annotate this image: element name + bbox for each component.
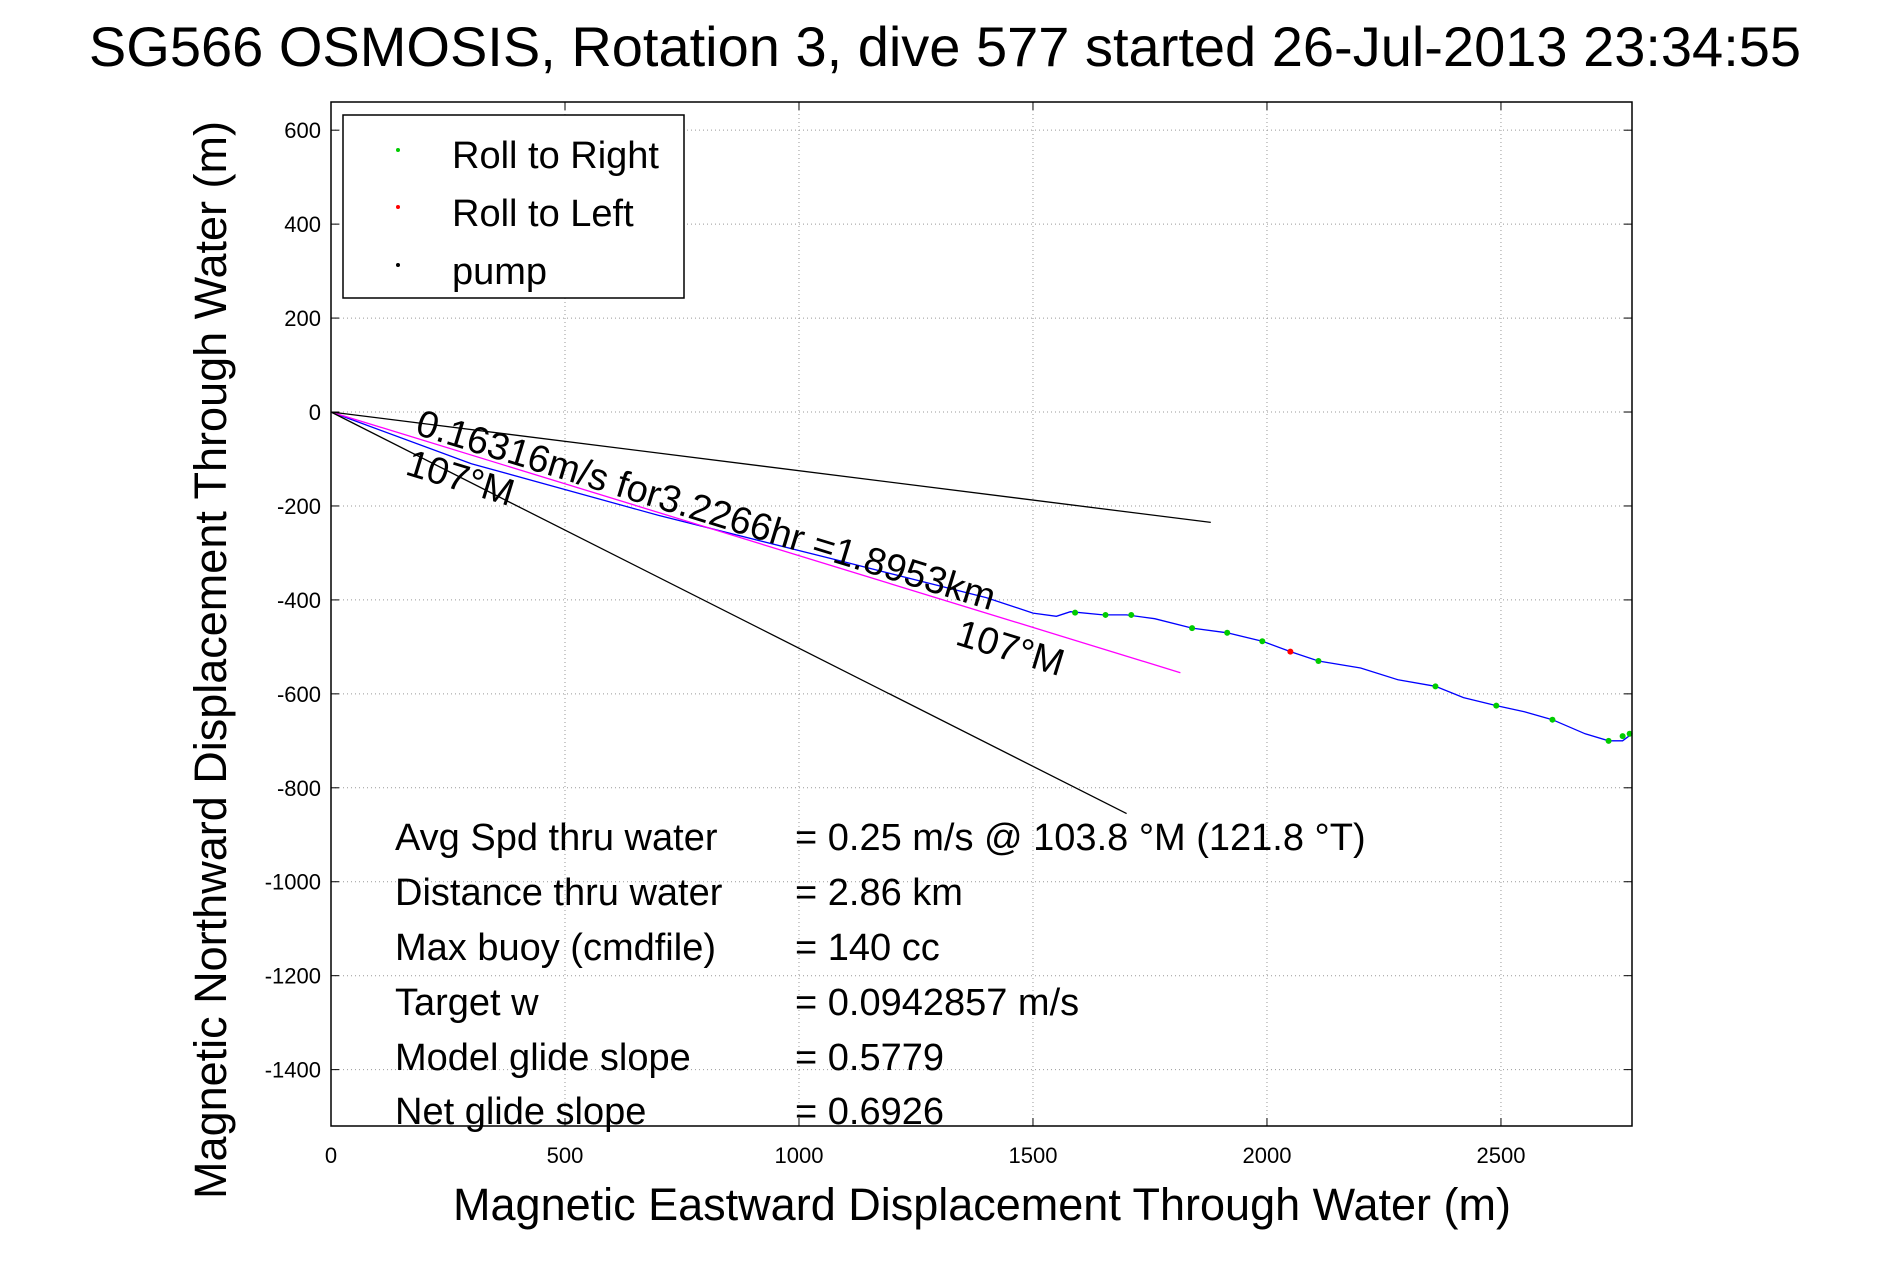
marker-roll-to-right <box>1493 702 1500 709</box>
series-line-4 <box>330 411 1211 524</box>
marker-roll-to-right <box>1128 611 1135 618</box>
legend-label-roll-right: Roll to Right <box>452 135 659 177</box>
stat-value: = 0.25 m/s @ 103.8 °M (121.8 °T) <box>795 817 1366 859</box>
x-tick-labels: 0 500 1000 1500 2000 2500 <box>325 1143 1526 1168</box>
x-tick-label: 2500 <box>1476 1143 1525 1168</box>
marker-roll-to-right <box>1189 625 1196 632</box>
x-tick-label: 2000 <box>1242 1143 1291 1168</box>
x-tick-label: 0 <box>325 1143 337 1168</box>
y-tick-label: -1400 <box>265 1058 321 1083</box>
marker-roll-to-right <box>1072 609 1079 616</box>
marker-roll-to-right <box>1259 638 1266 645</box>
marker-roll-to-right <box>1605 737 1612 744</box>
y-tick-labels: 600 400 200 0 -200 -400 -600 -800 -1000 -1200 -140… <box>265 118 321 1082</box>
marker-roll-to-left <box>1287 648 1294 655</box>
legend-label-roll-left: Roll to Left <box>452 193 634 235</box>
marker-roll-to-right <box>1224 629 1231 636</box>
y-tick-label: 200 <box>284 306 321 331</box>
stats-block: Avg Spd thru water = 0.25 m/s @ 103.8 °M… <box>395 817 1366 1133</box>
stat-label: Target w <box>395 982 539 1024</box>
stat-value: = 0.6926 <box>795 1091 944 1133</box>
stat-label: Distance thru water <box>395 872 723 914</box>
series-line-3 <box>330 411 1181 674</box>
x-tick-label: 500 <box>547 1143 584 1168</box>
marker-roll-to-right <box>1549 716 1556 723</box>
y-axis-label: Magnetic Northward Displacement Through … <box>185 121 236 1199</box>
y-tick-label: 0 <box>309 400 321 425</box>
series-line-5 <box>330 411 1127 815</box>
y-tick-label: 600 <box>284 118 321 143</box>
series-markers <box>1072 609 1633 744</box>
chart-title: SG566 OSMOSIS, Rotation 3, dive 577 star… <box>89 15 1801 78</box>
stat-value: = 140 cc <box>795 927 940 969</box>
plot-frame <box>330 101 1633 1127</box>
legend-marker-roll-right <box>396 148 400 152</box>
stat-label: Model glide slope <box>395 1037 691 1079</box>
stat-label: Avg Spd thru water <box>395 817 718 859</box>
grid <box>330 102 1632 1126</box>
y-tick-label: -400 <box>277 588 321 613</box>
stat-label: Net glide slope <box>395 1091 646 1133</box>
stat-value: = 2.86 km <box>795 872 963 914</box>
legend-marker-pump <box>396 263 400 267</box>
legend-marker-roll-left <box>396 205 400 209</box>
legend: Roll to Right Roll to Left pump <box>342 114 685 299</box>
y-tick-label: -800 <box>277 776 321 801</box>
marker-roll-to-right <box>1315 657 1322 664</box>
x-tick-label: 1500 <box>1009 1143 1058 1168</box>
y-tick-label: 400 <box>284 212 321 237</box>
x-axis-label: Magnetic Eastward Displacement Through W… <box>453 1179 1511 1230</box>
stat-label: Max buoy (cmdfile) <box>395 927 716 969</box>
marker-roll-to-right <box>1102 611 1109 618</box>
y-tick-label: -200 <box>277 494 321 519</box>
marker-roll-to-right <box>1619 733 1626 740</box>
marker-roll-to-right <box>1626 730 1633 737</box>
y-tick-label: -1200 <box>265 964 321 989</box>
y-tick-label: -600 <box>277 682 321 707</box>
stat-value: = 0.0942857 m/s <box>795 982 1079 1024</box>
y-tick-label: -1000 <box>265 870 321 895</box>
marker-roll-to-right <box>1432 683 1439 690</box>
legend-label-pump: pump <box>452 251 547 293</box>
x-tick-label: 1000 <box>775 1143 824 1168</box>
stat-value: = 0.5779 <box>795 1037 944 1079</box>
